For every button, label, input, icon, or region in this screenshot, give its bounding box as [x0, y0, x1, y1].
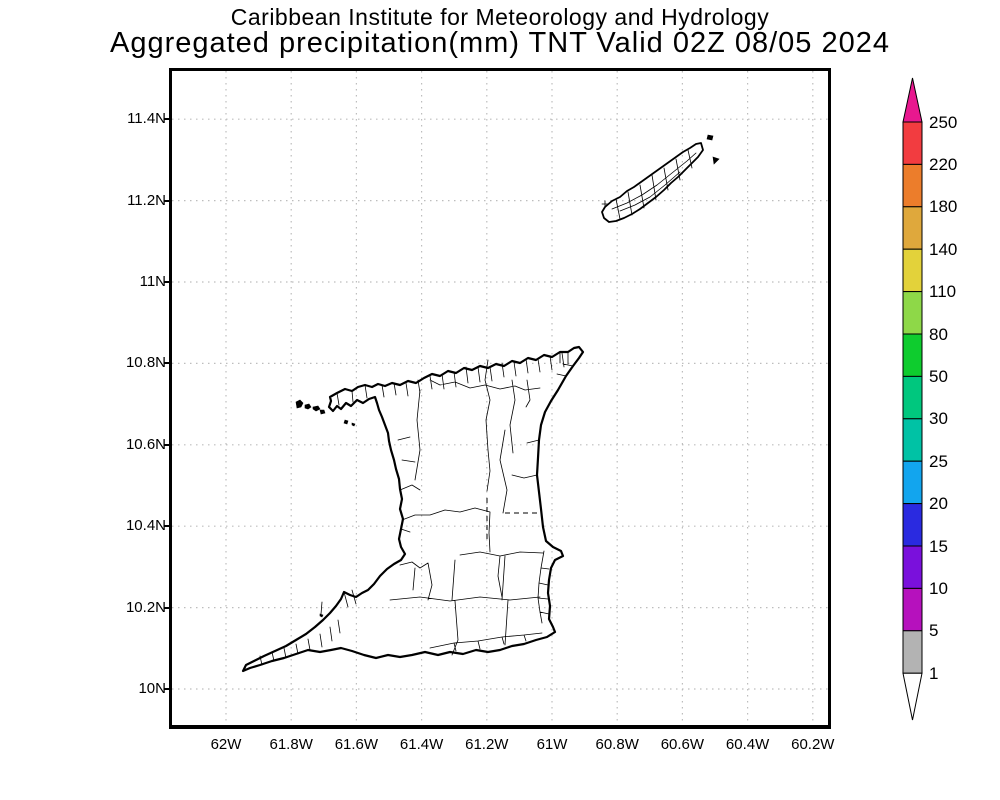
map-canvas	[172, 71, 828, 725]
colorbar-band	[902, 291, 923, 335]
colorbar-tick-label: 50	[929, 366, 948, 386]
colorbar-band	[902, 418, 923, 462]
lon-tick-label: 61.8W	[269, 736, 313, 753]
lat-tick-label: 11N	[139, 273, 166, 290]
tobago-admin-boundaries	[601, 149, 697, 220]
tobago-coastline	[601, 142, 704, 223]
lon-tick-label: 61.2W	[465, 736, 509, 753]
lat-tick-mark	[164, 525, 171, 528]
graticule-gridlines	[172, 71, 828, 725]
colorbar-tick-label: 1	[929, 663, 939, 683]
lon-tick-label: 61W	[536, 736, 568, 753]
lat-tick-mark	[164, 606, 171, 609]
colorbar-band	[902, 587, 923, 632]
colorbar-band	[902, 503, 923, 547]
colorbar-band	[902, 333, 923, 377]
colorbar-tick-label: 110	[929, 282, 957, 302]
colorbar-tick-label: 250	[929, 112, 958, 132]
colorbar-tick-label: 220	[929, 154, 958, 174]
colorbar-band	[902, 375, 923, 420]
lon-tick-label: 60.2W	[791, 736, 835, 753]
offshore-islets	[295, 134, 720, 618]
lat-tick-label: 10.6N	[125, 435, 166, 453]
colorbar-over-arrow	[902, 77, 923, 123]
colorbar-band	[902, 460, 923, 505]
lat-tick-label: 10.4N	[125, 517, 166, 535]
colorbar-tick-label: 180	[929, 197, 958, 217]
colorbar-tick-label: 25	[929, 451, 948, 471]
map-plot-area	[169, 68, 831, 729]
colorbar-band	[902, 630, 923, 674]
colorbar-tick-label: 20	[929, 494, 948, 514]
trinidad-coastline	[241, 345, 585, 673]
colorbar-tick-label: 15	[929, 536, 948, 556]
lon-tick-label: 60.4W	[725, 736, 770, 753]
lon-tick-label: 61.4W	[399, 736, 444, 753]
lon-tick-label: 62W	[210, 736, 242, 753]
trinidad-admin-boundaries	[259, 351, 574, 666]
colorbar-tick-label: 5	[929, 621, 939, 641]
colorbar-tick-label: 30	[929, 409, 948, 429]
trinidad-dashed-boundary	[486, 498, 540, 542]
lon-tick-label: 60.8W	[595, 736, 639, 753]
colorbar-band	[902, 545, 923, 589]
lat-tick-label: 10.2N	[125, 598, 166, 616]
colorbar-tick-label: 10	[929, 578, 948, 598]
colorbar-tick-label: 80	[929, 324, 948, 344]
lat-tick-label: 10.8N	[125, 354, 166, 372]
lat-tick-mark	[164, 118, 171, 121]
title-product: Aggregated precipitation(mm) TNT Valid 0…	[109, 27, 890, 59]
colorbar-band	[902, 206, 923, 250]
lat-tick-label: 11.4N	[127, 110, 166, 128]
colorbar-band	[902, 248, 923, 293]
colorbar-band	[902, 121, 923, 165]
colorbar-under-arrow	[902, 672, 923, 721]
colorbar-tick-label: 140	[929, 239, 958, 259]
lat-tick-label: 11.2N	[127, 191, 166, 209]
lat-tick-mark	[164, 443, 171, 446]
lat-tick-mark	[164, 199, 171, 202]
lon-tick-label: 61.6W	[334, 736, 379, 753]
lat-tick-mark	[164, 362, 171, 365]
title-institution: Caribbean Institute for Meteorology and …	[230, 4, 770, 30]
lat-tick-label: 10N	[138, 680, 166, 697]
colorbar-band	[902, 163, 923, 208]
lon-tick-label: 60.6W	[660, 736, 705, 753]
lat-tick-mark	[164, 281, 171, 283]
lat-tick-mark	[164, 688, 171, 690]
colorbar	[902, 77, 923, 721]
